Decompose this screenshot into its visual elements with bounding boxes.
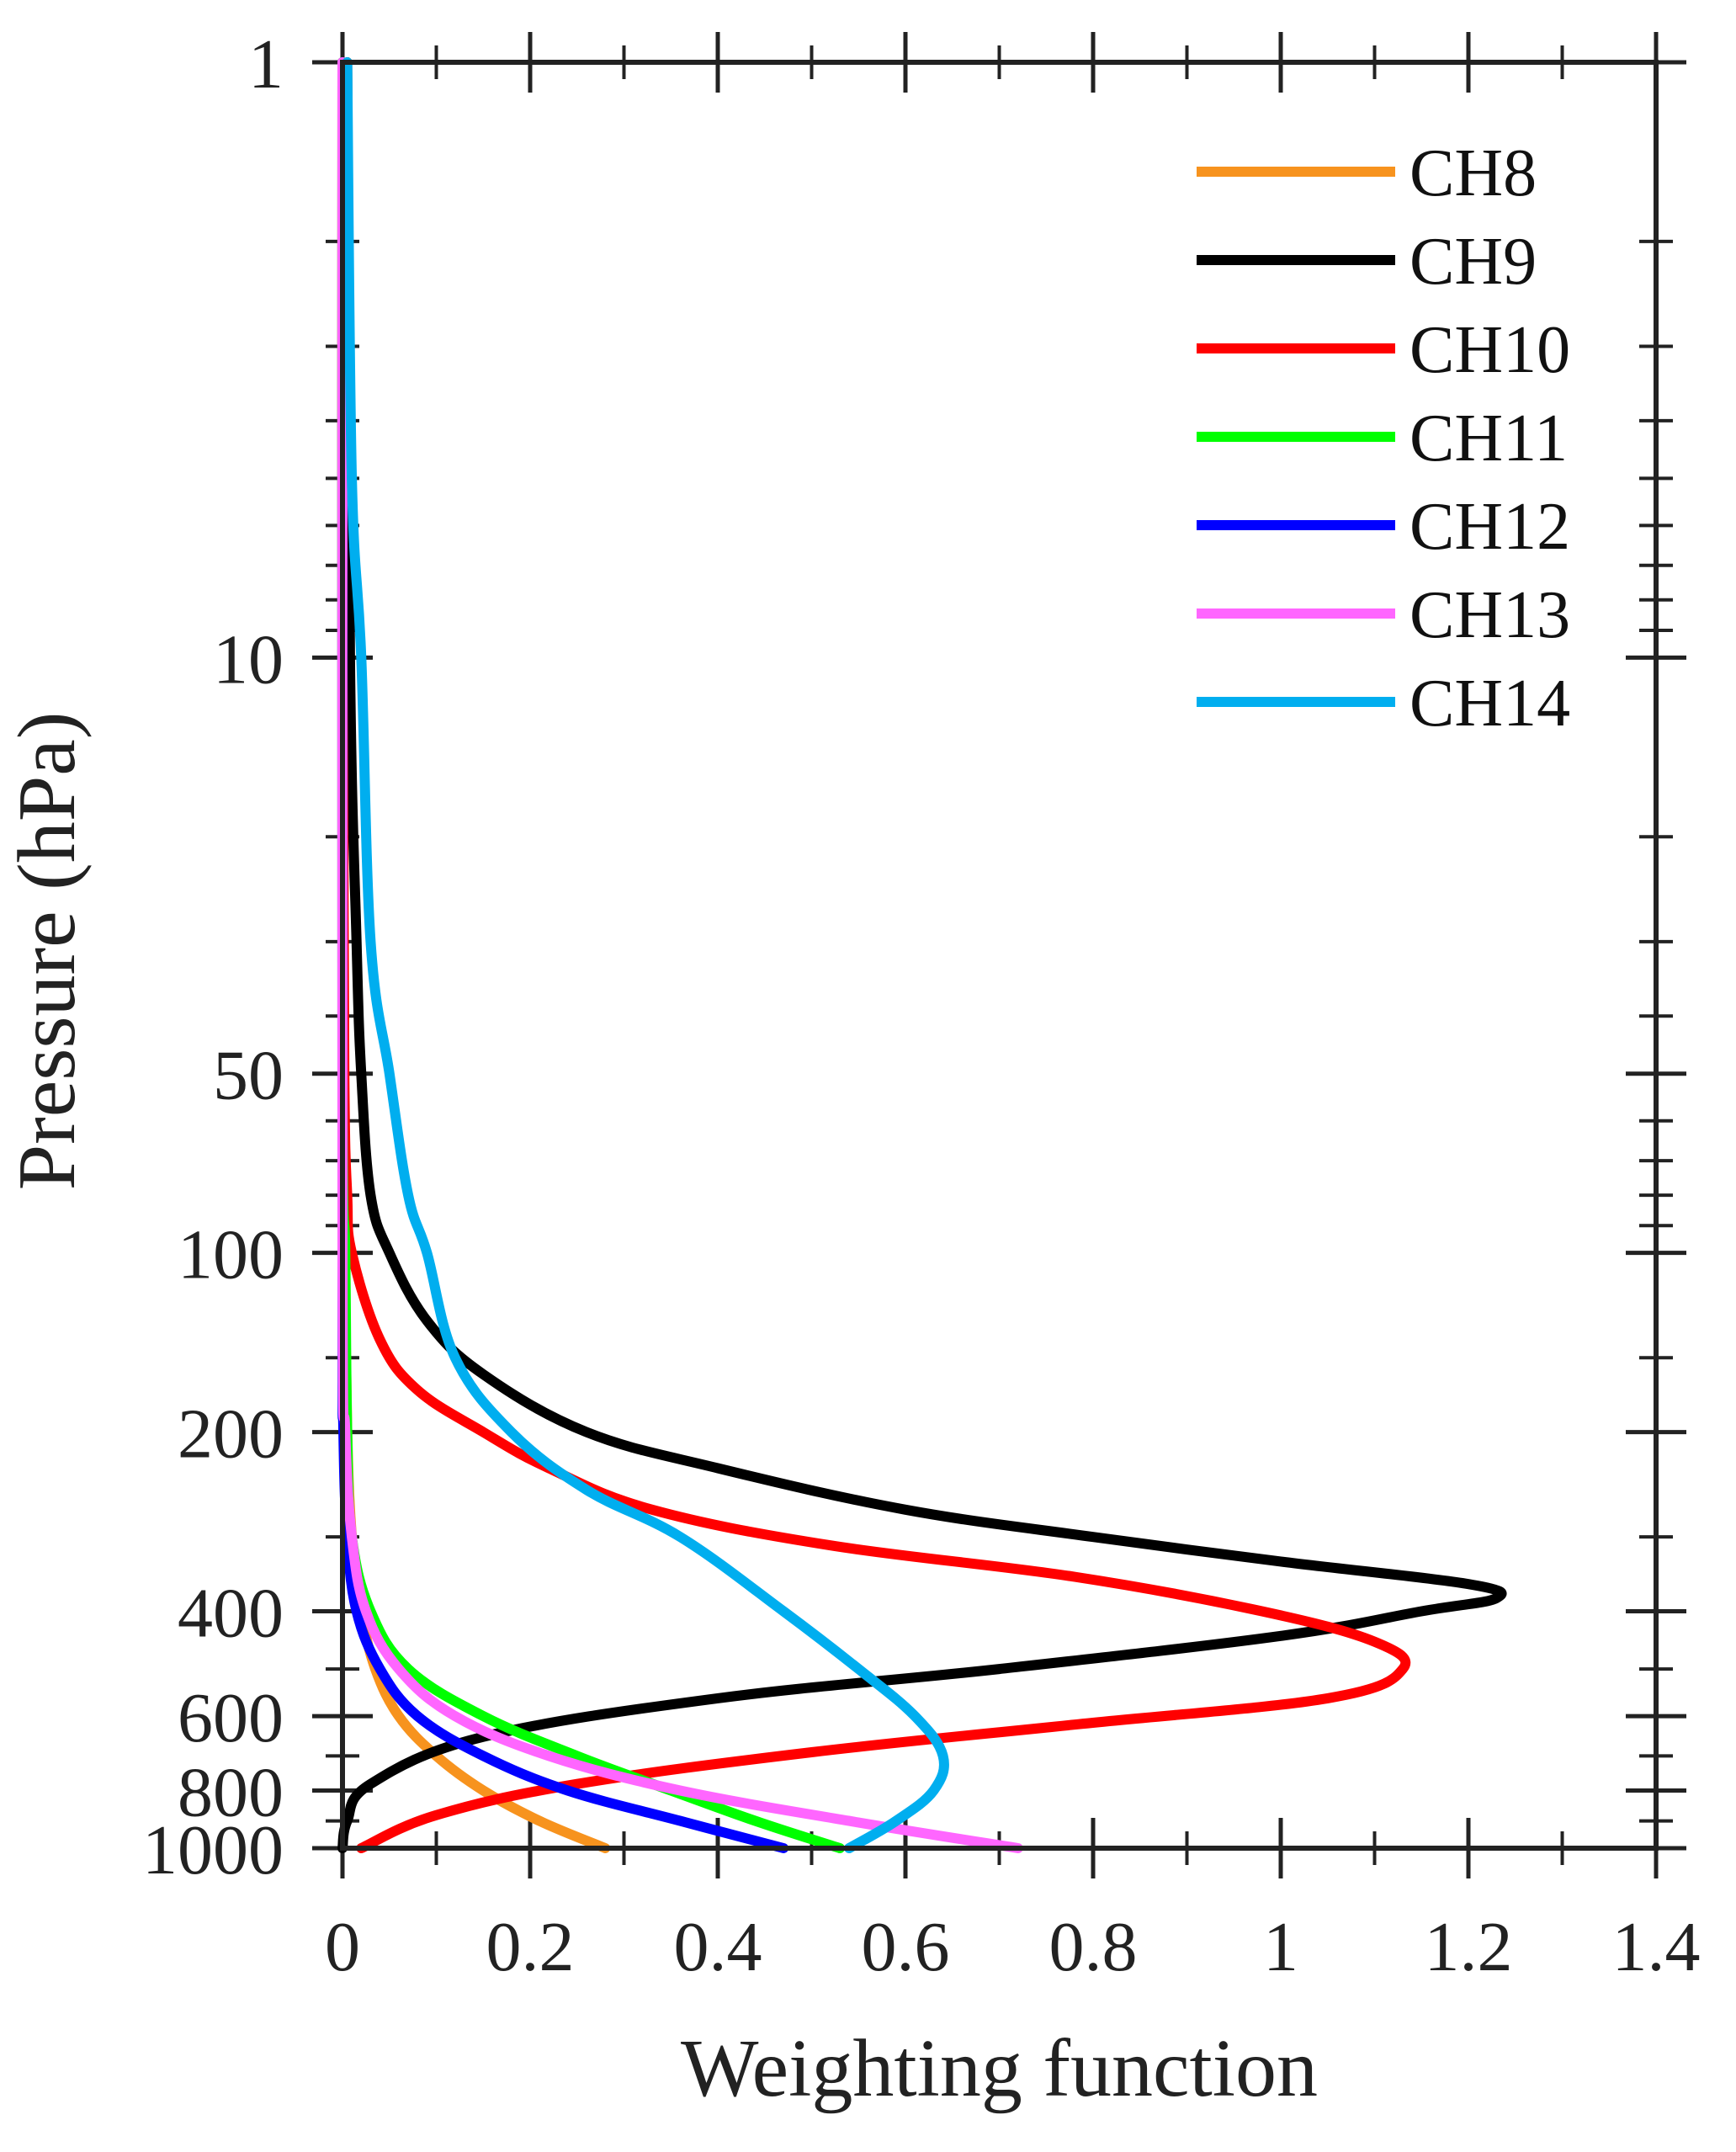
- x-tick-label: 0: [325, 1908, 360, 1986]
- y-tick-label: 800: [178, 1753, 284, 1831]
- legend-label-ch8: CH8: [1410, 136, 1537, 210]
- legend-label-ch13: CH13: [1410, 578, 1570, 652]
- y-tick-label: 600: [178, 1679, 284, 1757]
- tick-label-layer: 0 0.2 0.4 0.6 0.8 1 1.2 1.4 1 10 50 100 200 400 600800…: [142, 25, 1701, 1986]
- y-tick-label: 50: [213, 1037, 284, 1115]
- y-tick-label: 200: [178, 1395, 284, 1474]
- y-axis-title: Pressure (hPa): [2, 712, 93, 1191]
- x-tick-label: 0.6: [862, 1908, 950, 1986]
- legend-label-ch14: CH14: [1410, 667, 1570, 741]
- x-tick-label: 0.2: [486, 1908, 575, 1986]
- plot-frame: [340, 60, 1659, 1851]
- y-tick-label: 1000: [142, 1811, 284, 1889]
- series-line-ch9: [337, 57, 1507, 1853]
- legend-label-ch9: CH9: [1410, 225, 1537, 299]
- x-tick-label: 0.4: [674, 1908, 762, 1986]
- x-tick-label: 1: [1263, 1908, 1298, 1986]
- x-tick-label: 1.4: [1612, 1908, 1701, 1986]
- y-tick-label: 1: [248, 25, 284, 104]
- legend-label-ch12: CH12: [1410, 490, 1570, 564]
- x-axis-title: Weighting function: [681, 2023, 1318, 2114]
- legend-label-ch11: CH11: [1410, 401, 1568, 476]
- x-tick-label: 1.2: [1425, 1908, 1513, 1986]
- x-tick-label: 0.8: [1049, 1908, 1138, 1986]
- y-tick-label: 10: [213, 620, 284, 699]
- legend-label-ch10: CH10: [1410, 313, 1570, 387]
- y-tick-label: 400: [178, 1575, 284, 1653]
- y-tick-label: 100: [178, 1216, 284, 1294]
- legend: CH8 CH9 CH10 CH11 CH12 CH13 CH14: [1197, 136, 1570, 741]
- series-line-ch14: [342, 57, 949, 1853]
